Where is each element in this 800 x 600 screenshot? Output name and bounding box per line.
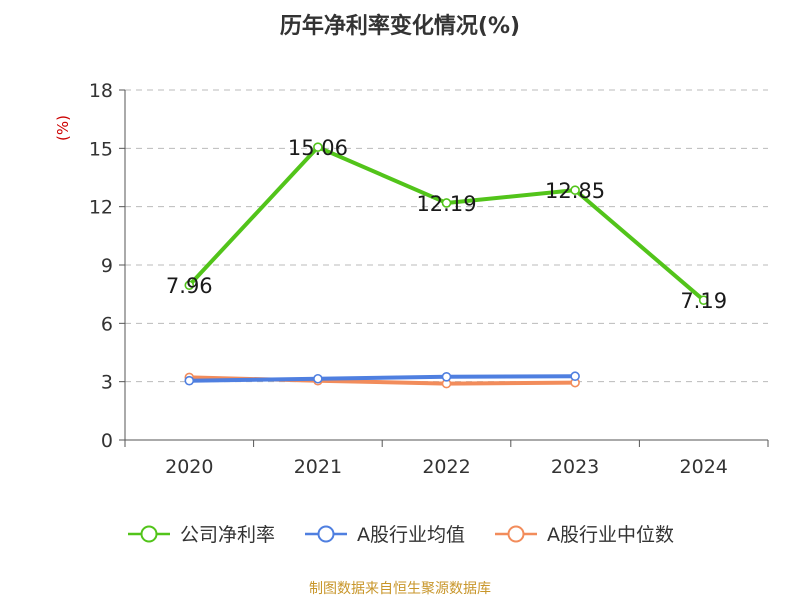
legend-label: A股行业中位数	[547, 524, 674, 546]
legend-swatch-icon	[495, 525, 537, 542]
data-point	[570, 185, 580, 195]
grid-lines	[125, 89, 768, 383]
data-label: 12.19	[416, 192, 476, 216]
legend-swatch-marker	[317, 525, 335, 542]
y-tick-label: 9	[101, 255, 113, 277]
y-tick-label: 12	[89, 197, 113, 219]
data-point	[184, 280, 195, 291]
data-point	[698, 295, 709, 305]
y-tick-label: 6	[101, 313, 113, 335]
x-tick-label: 2023	[551, 456, 599, 478]
legend-item[interactable]: A股行业中位数	[493, 520, 674, 547]
axes: 0 3 6 9 12 15 18 2020 2021 2022 2023 2024	[89, 80, 769, 478]
y-axis-label: (%)	[54, 115, 72, 141]
legend-item[interactable]: A股行业均值	[303, 520, 465, 547]
data-point	[441, 372, 452, 382]
source-note: 制图数据来自恒生聚源数据库	[309, 581, 491, 597]
legend-label: 公司净利率	[179, 524, 275, 546]
data-point	[313, 142, 323, 152]
data-label: 7.19	[680, 289, 727, 313]
x-tick-label: 2020	[165, 456, 213, 478]
data-label: 15.06	[288, 136, 348, 160]
x-tick-label: 2024	[680, 456, 728, 478]
series-line	[187, 145, 706, 303]
legend-swatch-icon	[305, 525, 347, 542]
chart-title: 历年净利率变化情况(%)	[279, 14, 521, 39]
y-tick-label: 0	[101, 430, 113, 452]
data-labels: 7.96 15.06 12.19 12.85 7.19	[166, 136, 727, 313]
legend-swatch-marker	[140, 525, 158, 542]
legend[interactable]: 公司净利率 A股行业均值 A股行业中位数	[0, 520, 800, 547]
data-point	[184, 375, 195, 386]
legend-label: A股行业均值	[357, 524, 465, 546]
legend-item[interactable]: 公司净利率	[126, 520, 275, 547]
legend-swatch-icon	[127, 525, 170, 542]
x-tick-label: 2022	[422, 456, 470, 478]
data-label: 7.96	[166, 274, 213, 298]
data-label: 12.85	[545, 179, 605, 203]
y-tick-label: 18	[89, 80, 113, 102]
legend-swatch-marker	[507, 525, 525, 542]
x-tick-label: 2021	[294, 456, 342, 478]
data-point	[313, 373, 323, 384]
series-line	[187, 374, 578, 383]
series-lines	[184, 142, 709, 389]
data-point	[441, 198, 452, 208]
y-tick-label: 3	[101, 372, 113, 394]
data-point	[570, 371, 580, 382]
y-tick-label: 15	[89, 138, 113, 160]
